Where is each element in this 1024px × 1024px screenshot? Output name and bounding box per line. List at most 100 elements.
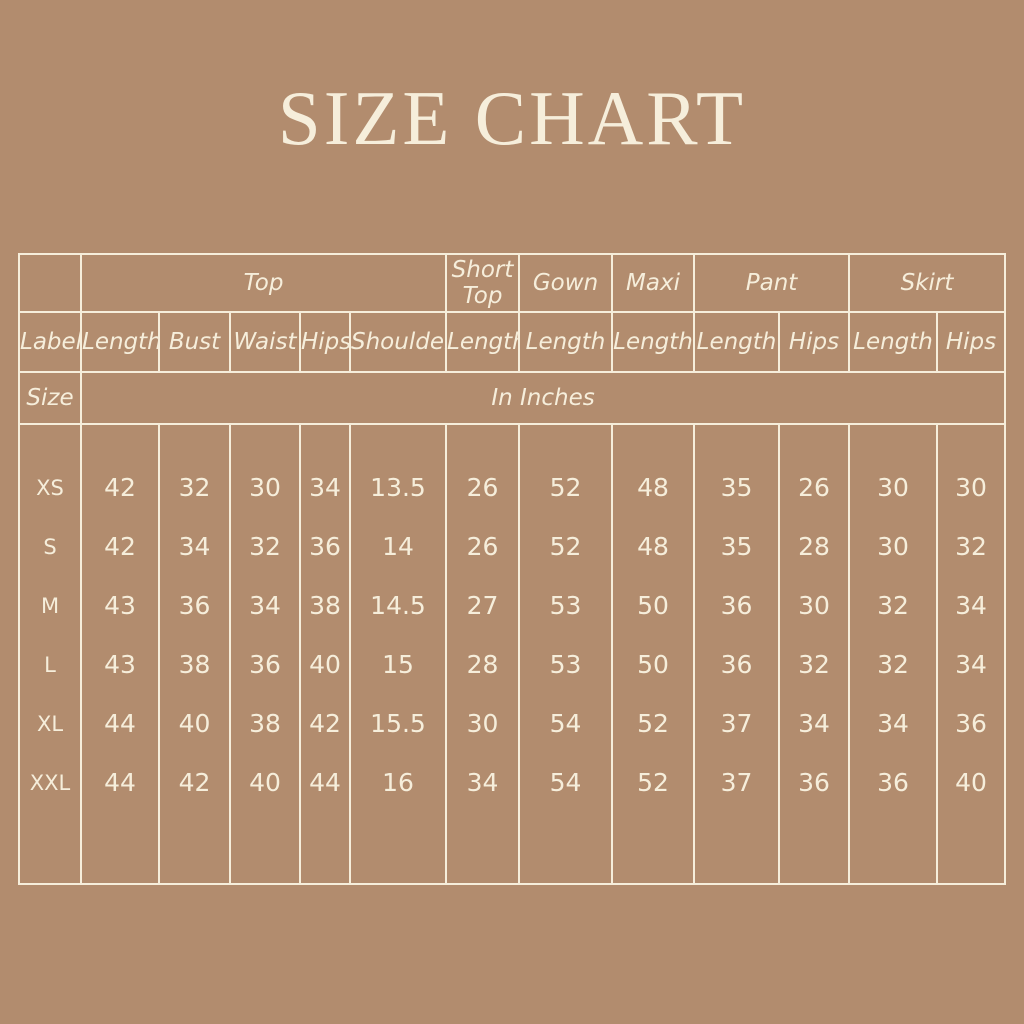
subheader-short-top-length: Length	[445, 311, 521, 373]
cell-value: 43	[104, 591, 136, 621]
cell-value: 32	[798, 650, 830, 680]
subheader-maxi-length: Length	[611, 311, 696, 373]
cell-value: 30	[877, 532, 909, 562]
cell-value: 37	[720, 709, 753, 739]
cell-value: 42	[104, 473, 136, 503]
page-title: SIZE CHART	[277, 75, 747, 161]
size-header-cell: Size	[18, 371, 82, 425]
cell-value: 48	[637, 473, 669, 503]
cell-value: 52	[549, 532, 582, 562]
subheader-skirt-hips: Hips	[936, 311, 1007, 373]
cell-value: 28	[798, 532, 830, 562]
cell-value: 48	[637, 532, 669, 562]
cell-value: 38	[309, 591, 341, 621]
data-row-block: XS S M L XL XXL 42 42 43 43 44 44 32 34 …	[18, 423, 1007, 885]
size-label: M	[40, 594, 60, 619]
cell-value: 44	[104, 768, 136, 798]
column-gown-length: 52 52 53 53 54 54	[518, 423, 614, 885]
size-label: XS	[36, 476, 64, 501]
cell-value: 34	[309, 473, 341, 503]
cell-value: 53	[549, 591, 582, 621]
cell-value: 32	[249, 532, 281, 562]
cell-value: 37	[720, 768, 753, 798]
subheader-gown-length: Length	[518, 311, 614, 373]
cell-value: 30	[877, 473, 909, 503]
subheader-skirt-length: Length	[848, 311, 939, 373]
column-skirt-hips: 30 32 34 34 36 40	[936, 423, 1007, 885]
column-top-bust: 32 34 36 38 40 42	[158, 423, 231, 885]
cell-value: 53	[549, 650, 582, 680]
column-short-top-length: 26 26 27 28 30 34	[445, 423, 521, 885]
cell-value: 44	[104, 709, 136, 739]
sub-header-row: Label Length Bust Waist Hips Shoulder Le…	[18, 311, 1007, 373]
cell-value: 40	[955, 768, 987, 798]
cell-value: 15	[382, 650, 414, 680]
cell-value: 35	[720, 473, 753, 503]
cell-value: 32	[955, 532, 987, 562]
cell-value: 32	[877, 591, 909, 621]
cell-value: 26	[466, 532, 499, 562]
units-cell: In Inches	[79, 371, 1007, 425]
subheader-top-shoulder: Shoulder	[348, 311, 448, 373]
cell-value: 36	[249, 650, 281, 680]
cell-value: 52	[637, 709, 669, 739]
cell-value: 36	[309, 532, 341, 562]
cell-value: 34	[178, 532, 211, 562]
corner-cell-empty	[18, 253, 82, 313]
cell-value: 42	[309, 709, 341, 739]
group-header-maxi: Maxi	[611, 253, 696, 313]
subheader-top-bust: Bust	[158, 311, 231, 373]
cell-value: 28	[466, 650, 499, 680]
group-header-top: Top	[79, 253, 448, 313]
subheader-top-waist: Waist	[229, 311, 301, 373]
cell-value: 14	[382, 532, 414, 562]
cell-value: 14.5	[370, 591, 426, 621]
column-pant-hips: 26 28 30 32 34 36	[778, 423, 851, 885]
cell-value: 15.5	[370, 709, 426, 739]
cell-value: 36	[877, 768, 909, 798]
cell-value: 52	[549, 473, 582, 503]
group-header-skirt: Skirt	[848, 253, 1007, 313]
size-label: XXL	[29, 771, 71, 796]
cell-value: 30	[798, 591, 830, 621]
column-top-length: 42 42 43 43 44 44	[80, 423, 160, 885]
cell-value: 34	[249, 591, 281, 621]
subheader-top-length: Length	[80, 311, 160, 373]
label-header-cell: Label	[18, 311, 82, 373]
group-header-row: Top Short Top Gown Maxi Pant Skirt	[18, 253, 1007, 313]
cell-value: 32	[178, 473, 211, 503]
column-top-shoulder: 13.5 14 14.5 15 15.5 16	[348, 423, 448, 885]
column-top-waist: 30 32 34 36 38 40	[229, 423, 301, 885]
size-chart-table: Top Short Top Gown Maxi Pant Skirt Label…	[18, 253, 1007, 885]
column-maxi-length: 48 48 50 50 52 52	[611, 423, 696, 885]
size-labels-column: XS S M L XL XXL	[18, 423, 82, 885]
cell-value: 50	[637, 591, 669, 621]
size-label: XL	[36, 712, 64, 737]
cell-value: 42	[104, 532, 136, 562]
column-pant-length: 35 35 36 36 37 37	[693, 423, 781, 885]
cell-value: 36	[720, 591, 753, 621]
subheader-top-hips: Hips	[299, 311, 351, 373]
cell-value: 40	[249, 768, 281, 798]
cell-value: 30	[955, 473, 987, 503]
size-label: L	[44, 653, 56, 678]
cell-value: 26	[798, 473, 830, 503]
subheader-pant-length: Length	[693, 311, 781, 373]
cell-value: 54	[549, 709, 582, 739]
cell-value: 30	[466, 709, 499, 739]
cell-value: 52	[637, 768, 669, 798]
cell-value: 34	[877, 709, 909, 739]
cell-value: 16	[382, 768, 414, 798]
cell-value: 36	[720, 650, 753, 680]
cell-value: 34	[466, 768, 499, 798]
column-skirt-length: 30 30 32 32 34 36	[848, 423, 939, 885]
cell-value: 30	[249, 473, 281, 503]
cell-value: 34	[955, 650, 987, 680]
cell-value: 27	[466, 591, 499, 621]
cell-value: 43	[104, 650, 136, 680]
cell-value: 35	[720, 532, 753, 562]
cell-value: 40	[178, 709, 211, 739]
group-header-gown: Gown	[518, 253, 614, 313]
group-header-short-top: Short Top	[445, 253, 521, 313]
cell-value: 36	[955, 709, 987, 739]
